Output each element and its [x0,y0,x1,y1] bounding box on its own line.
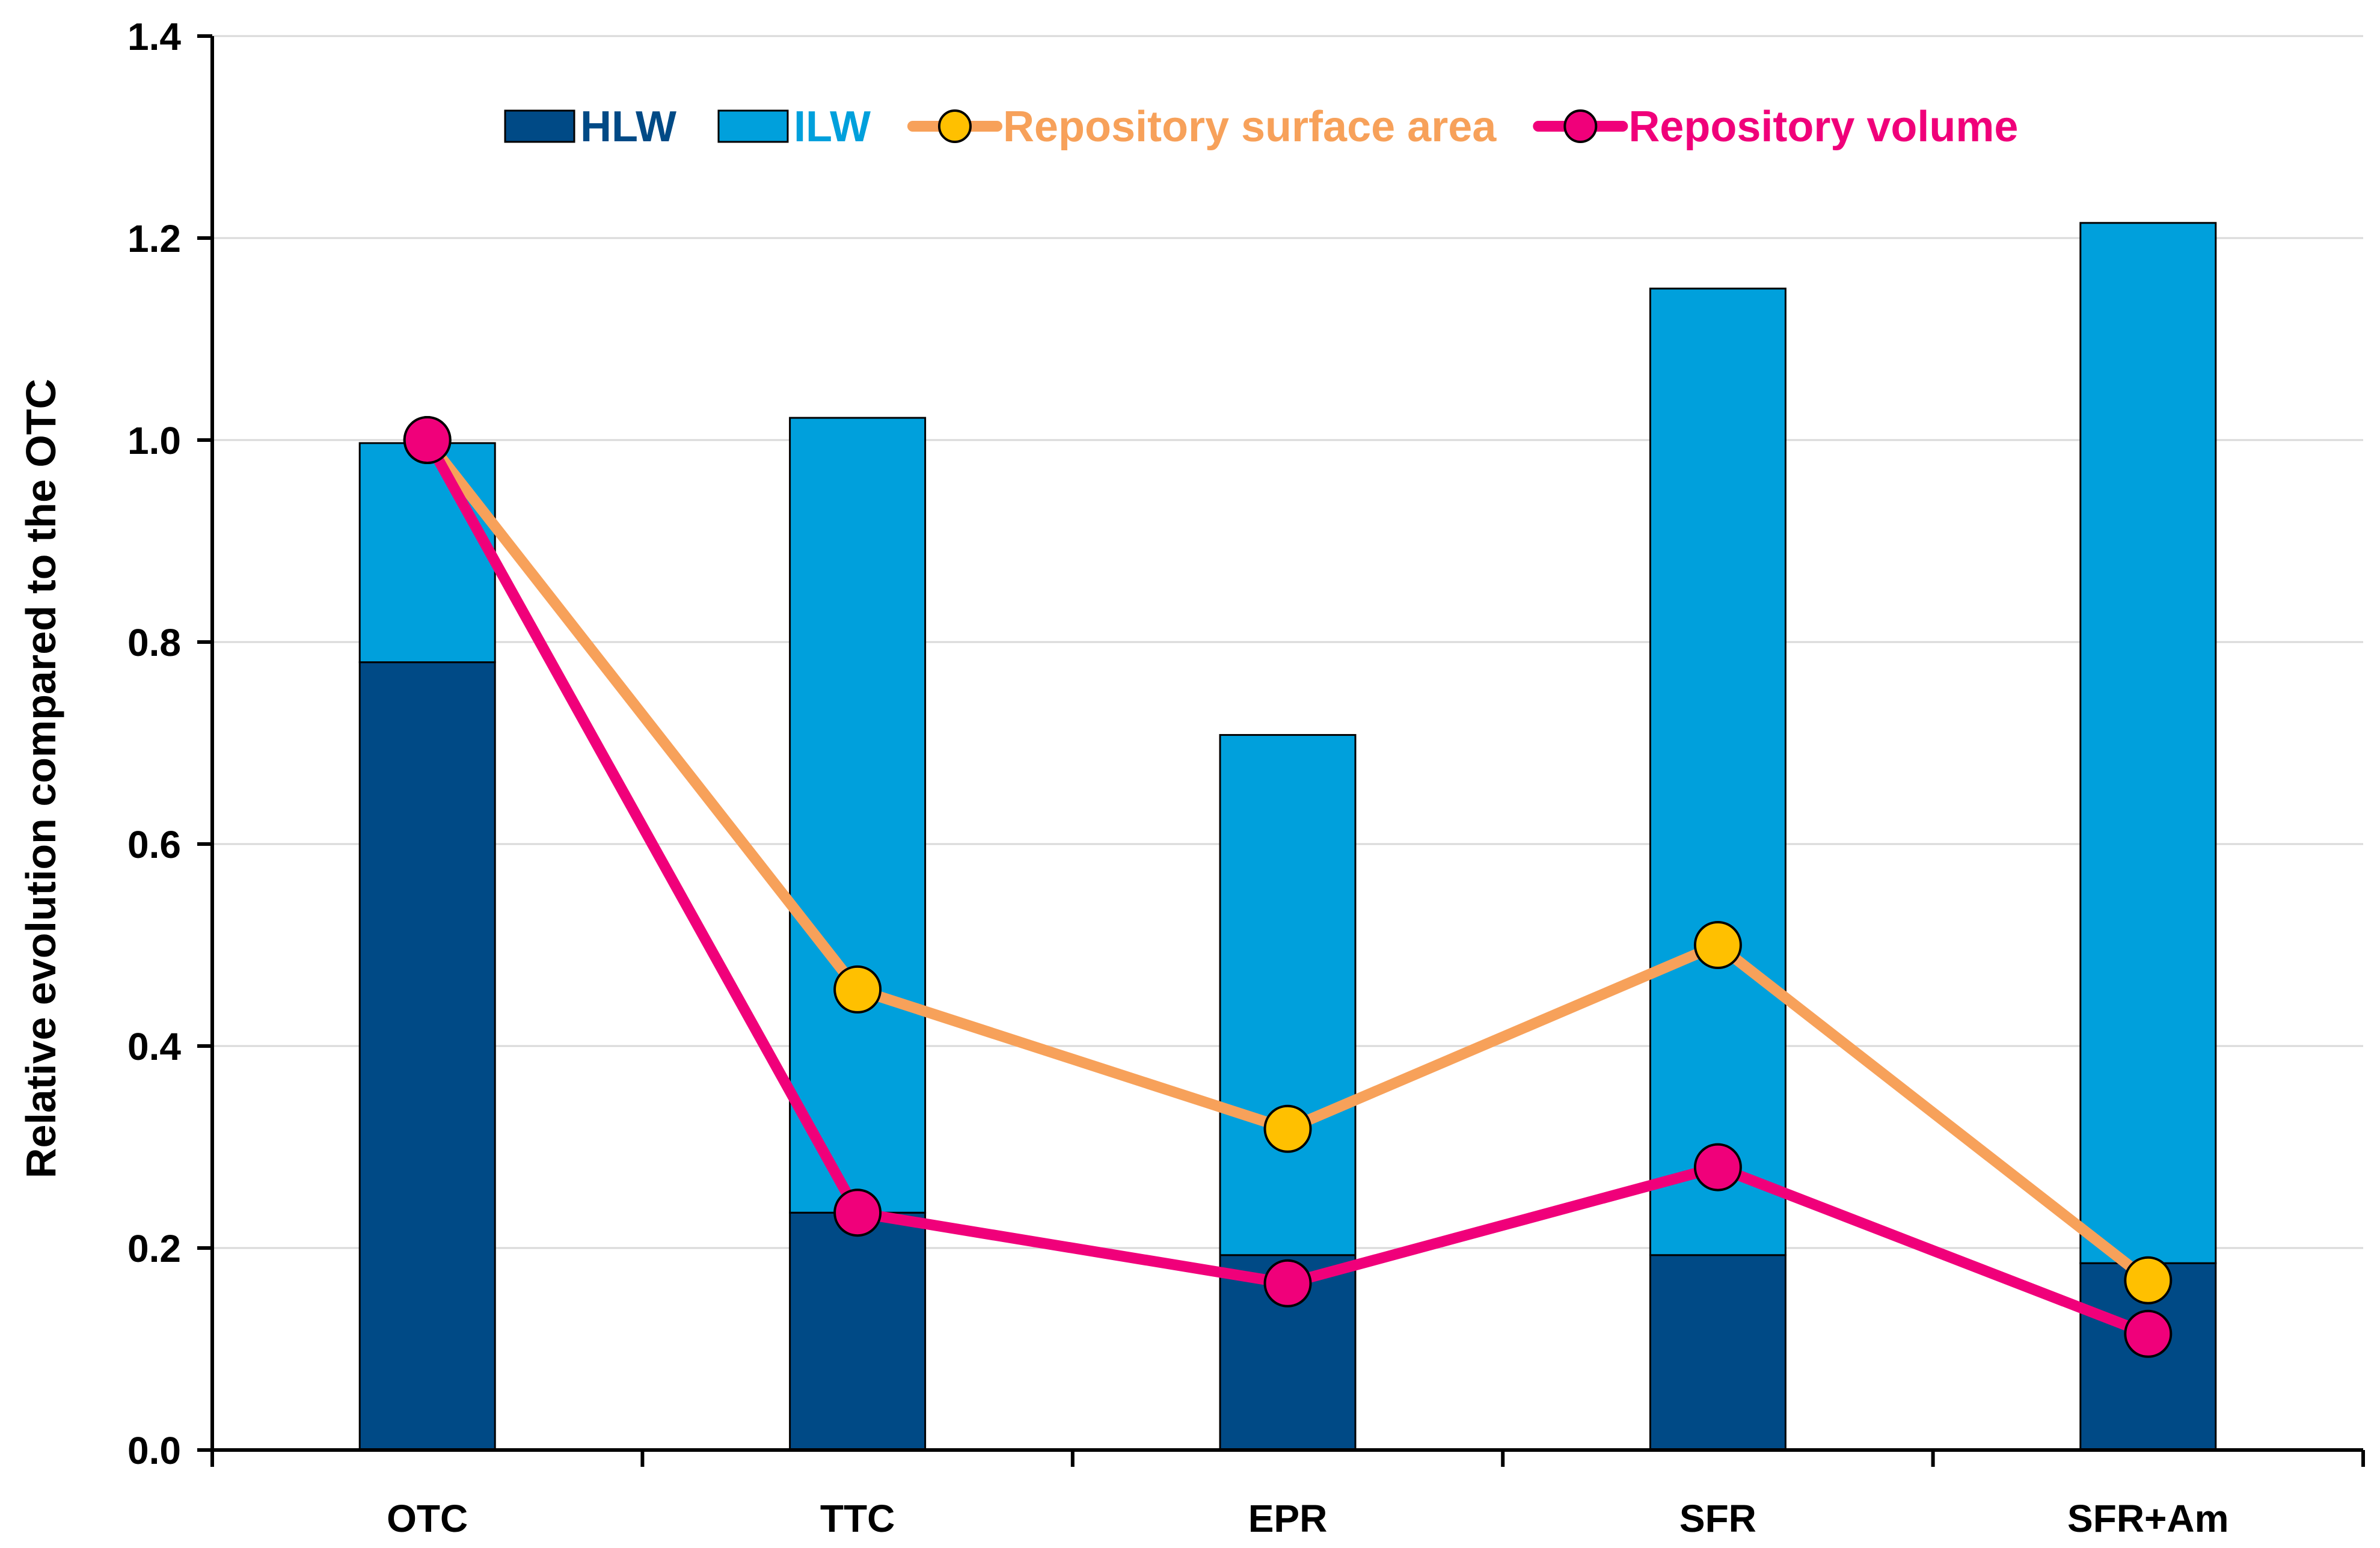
bar-ilw-sfr [1649,287,1787,1256]
x-tick-label: EPR [1248,1497,1328,1540]
bar-hlw-sfr [1649,1254,1787,1451]
x-tick-labels: OTC TTC EPR SFR SFR+Am [387,1497,2228,1540]
axes [197,34,2365,1467]
legend-swatch-ilw [717,109,789,143]
point-repository-volume-epr [1263,1259,1312,1308]
legend-swatch-hlw [504,109,575,143]
point-repository-surface-area-sfr [1693,921,1742,969]
y-tick-label: 0.6 [127,823,181,866]
legend-label-repository-surface-area: Repository surface area [1003,103,1497,151]
point-repository-volume-otc [403,416,452,464]
point-repository-surface-area-epr [1263,1104,1312,1153]
y-tick-label: 1.0 [127,419,181,462]
point-repository-volume-ttc [833,1189,882,1237]
point-repository-volume-sfr [1693,1143,1742,1192]
legend-label-hlw: HLW [580,103,676,151]
y-tick-label: 0.4 [127,1025,181,1068]
y-tick-label: 1.2 [127,217,181,260]
y-tick-label: 0.0 [127,1429,181,1472]
legend: HLW ILW Repository surface area Repository … [504,103,2018,151]
y-tick-label: 0.2 [127,1227,181,1270]
legend-label-ilw: ILW [794,103,871,151]
y-tick-label: 0.8 [127,621,181,664]
x-tick-label: TTC [820,1497,895,1540]
bar-ilw-epr [1219,734,1357,1256]
point-repository-surface-area-ttc [833,965,882,1014]
y-tick-label: 1.4 [127,15,181,58]
y-tick-labels: 0.0 0.2 0.4 0.6 0.8 1.0 1.2 1.4 [127,15,181,1472]
point-repository-surface-area-sfr-am [2124,1256,2173,1305]
bar-ilw-sfr-am [2079,222,2217,1264]
y-axis-title: Relative evolution compared to the OTC [17,379,64,1178]
x-tick-label: SFR [1679,1497,1756,1540]
point-repository-volume-sfr-am [2124,1309,2173,1358]
bar-ilw-ttc [789,417,927,1214]
legend-marker-repository-surface-area [937,109,972,143]
x-tick-label: OTC [387,1497,468,1540]
x-tick-label: SFR+Am [2067,1497,2229,1540]
bar-hlw-ttc [789,1211,927,1451]
bars [358,222,2217,1451]
legend-marker-repository-volume [1563,109,1598,143]
series-lines [403,416,2173,1358]
legend-label-repository-volume: Repository volume [1628,103,2018,151]
bar-ilw-otc [358,442,496,664]
bar-hlw-otc [358,661,496,1451]
